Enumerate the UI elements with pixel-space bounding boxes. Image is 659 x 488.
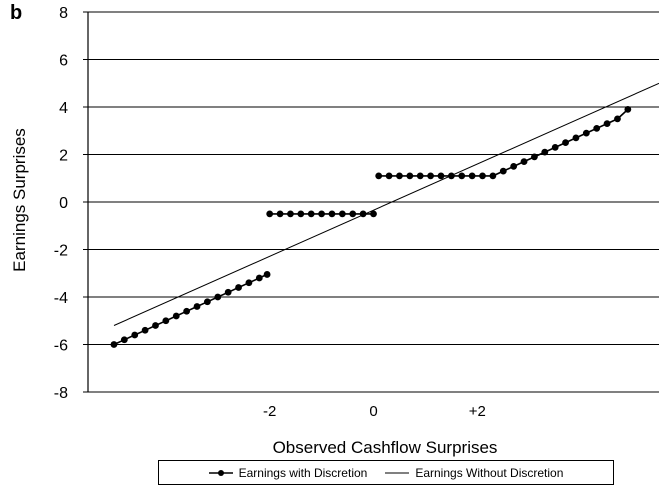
legend-label-with-discretion: Earnings with Discretion <box>238 465 368 480</box>
series-1-point <box>263 271 271 278</box>
series-1-point <box>318 210 325 218</box>
series-1-point <box>120 336 128 344</box>
legend-swatch-with-discretion <box>208 469 233 476</box>
series-1-point <box>593 124 601 132</box>
series-1-point <box>551 143 559 151</box>
series-1-point <box>531 153 538 161</box>
x-tick-label: 0 <box>369 403 377 420</box>
series-layer <box>110 82 659 348</box>
series-1-point <box>370 210 377 218</box>
series-1-point <box>541 148 549 156</box>
series-1-point <box>489 172 497 180</box>
series-1-point <box>203 298 211 306</box>
series-1-point <box>338 210 346 218</box>
x-tick-label: -2 <box>263 403 276 420</box>
series-1-point <box>183 307 191 315</box>
series-1-point <box>214 293 222 301</box>
y-tick-label: 0 <box>59 195 68 212</box>
series-1-point <box>307 210 315 218</box>
panel-letter: b <box>10 2 23 24</box>
x-tick-label: +2 <box>469 403 486 420</box>
series-1-point <box>276 210 284 218</box>
series-1-point <box>614 115 621 123</box>
series-1-point <box>152 322 159 329</box>
series-1-point <box>437 172 445 180</box>
series-1-point <box>603 120 611 128</box>
series-1-segment-3 <box>378 108 629 177</box>
series-1-point <box>396 172 403 180</box>
series-1-point <box>572 134 580 142</box>
plot-axes <box>83 11 89 393</box>
legend-label-without-discretion: Earnings Without Discretion <box>415 465 564 480</box>
series-1-point <box>624 105 632 113</box>
series-1-point <box>349 210 357 218</box>
series-1-point <box>235 284 242 291</box>
series-1-point <box>499 167 507 175</box>
series-1-point <box>110 341 118 348</box>
series-1-point <box>287 210 294 218</box>
y-tick-label: 4 <box>59 100 68 117</box>
series-1-point <box>297 210 305 218</box>
series-1-point <box>479 172 486 180</box>
series-1-point <box>427 172 434 180</box>
legend: Earnings with Discretion Earnings Withou… <box>158 460 614 485</box>
y-tick-label: -8 <box>54 385 68 402</box>
series-1-point <box>131 331 139 339</box>
legend-item-with-discretion: Earnings with Discretion <box>208 465 368 480</box>
series-1-point <box>406 172 414 180</box>
legend-swatch-without-discretion <box>385 472 410 473</box>
y-tick-label: -2 <box>54 243 68 260</box>
series-1-point <box>458 172 466 180</box>
y-tick-label: 6 <box>59 53 68 70</box>
series-1-point <box>266 210 274 218</box>
series-1-point <box>328 210 336 218</box>
x-axis-label: Observed Cashflow Surprises <box>272 438 498 457</box>
series-1-point <box>172 312 180 320</box>
series-1-point <box>520 158 528 166</box>
x-tick-labels: -2 0 +2 <box>263 403 486 420</box>
series-1-point <box>385 172 393 180</box>
series-1-point <box>416 172 424 180</box>
series-1-point <box>582 129 590 137</box>
series-1-point <box>245 279 253 287</box>
y-tick-label: 2 <box>59 148 68 165</box>
y-tick-label: -4 <box>54 290 68 307</box>
series-1-point <box>255 274 263 282</box>
grid-lines <box>88 11 659 393</box>
series-1-point <box>224 288 232 296</box>
y-tick-label: 8 <box>59 5 68 22</box>
series-1-point <box>562 139 569 147</box>
y-axis-label: Earnings Surprises <box>10 128 29 272</box>
y-tick-labels: -8 -6 -4 -2 0 2 4 6 8 <box>54 5 68 402</box>
series-2-segment-1 <box>113 82 659 326</box>
series-1-segment-1 <box>113 273 268 346</box>
series-1-point <box>375 172 383 180</box>
series-1-point <box>468 172 476 180</box>
series-1-point <box>141 326 149 334</box>
series-1-point <box>162 317 170 325</box>
series-1-point <box>193 303 201 310</box>
legend-item-without-discretion: Earnings Without Discretion <box>385 466 563 480</box>
y-tick-label: -6 <box>54 338 68 355</box>
series-1-point <box>510 162 518 170</box>
